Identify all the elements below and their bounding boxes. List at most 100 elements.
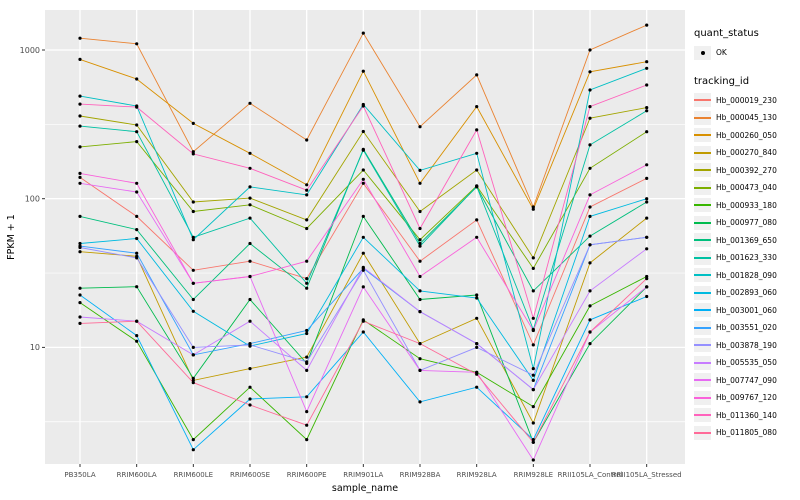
data-point [531,328,535,333]
legend-item-label: Hb_011360_140 [716,410,777,420]
legend-item-list: Hb_000019_230 Hb_000045_130 Hb_000260_050 H… [694,92,798,442]
data-point [135,130,139,134]
data-point [78,57,82,62]
data-point [248,241,252,246]
line-key-icon [694,268,711,283]
data-point [78,145,82,149]
data-point [418,259,422,263]
data-point [135,105,139,109]
data-point [248,319,252,323]
data-point [531,367,535,371]
data-point [361,168,365,172]
data-point [191,353,195,357]
data-point [78,114,82,118]
legend-item-label: Hb_001828_090 [716,270,777,280]
legend-item: Hb_000260_050 [694,127,798,145]
line-key-icon [694,163,711,178]
legend-item: Hb_000019_230 [694,92,798,110]
data-point [418,357,422,361]
data-point [475,105,479,109]
data-point [248,259,252,263]
data-point [645,163,649,167]
data-point [305,277,309,281]
data-point [361,214,365,218]
data-point [475,372,479,376]
data-point [588,193,592,197]
legend-item-label: OK [716,48,727,58]
y-tick-label: 1000 [20,46,40,55]
data-point [475,168,479,172]
data-point [645,60,649,64]
data-point [588,330,592,334]
legend-item-label: Hb_002893_060 [716,288,777,298]
data-point [588,105,592,109]
data-point [645,176,649,180]
y-axis-title: FPKM + 1 [6,214,17,260]
data-point [645,197,649,201]
data-point [418,168,422,172]
data-point [531,207,535,211]
x-tick-label: RRIM600LE [174,471,214,479]
data-point [248,274,252,279]
data-point [135,256,139,260]
x-axis-title: sample_name [332,483,398,494]
data-point [78,102,82,106]
line-key-icon [694,373,711,388]
data-point [248,367,252,371]
legend-item: Hb_005535_050 [694,354,798,372]
data-point [418,238,422,242]
x-tick-label: PB350LA [64,471,95,479]
data-point [418,241,422,246]
data-point [78,124,82,128]
legend-title-tracking-id: tracking_id [694,75,750,87]
data-point [588,116,592,120]
data-point [248,397,252,401]
line-key-icon [694,320,711,335]
data-point [248,196,252,200]
data-point [531,458,535,462]
data-point [645,285,649,289]
legend-item: Hb_003878_190 [694,337,798,355]
data-point [191,281,195,285]
data-point [361,268,365,272]
legend-item-label: Hb_003551_020 [716,323,777,333]
legend-item: Hb_003001_060 [694,302,798,320]
legend-item: Hb_011805_080 [694,424,798,442]
data-point [531,373,535,377]
legend-item-quant-ok: OK [694,44,798,62]
x-tick-label: RRIM901LA [343,471,383,479]
data-point [475,73,479,77]
data-point [475,296,479,300]
data-point [588,205,592,209]
data-point [248,151,252,155]
data-point [248,203,252,207]
legend-item-label: Hb_000019_230 [716,95,777,105]
data-point [418,209,422,214]
data-point [531,405,535,409]
legend-item-label: Hb_000933_180 [716,200,777,210]
data-point [305,193,309,197]
data-point [305,355,309,359]
legend-item-label: Hb_007747_090 [716,375,777,385]
data-point [418,297,422,302]
data-point [78,241,82,246]
data-point [135,181,139,185]
data-point [588,304,592,308]
data-point [191,150,195,154]
data-point [305,188,309,192]
legend-item: Hb_003551_020 [694,319,798,337]
data-point [135,228,139,232]
data-point [305,281,309,285]
legend-item-label: Hb_000473_040 [716,183,777,193]
data-point [305,438,309,442]
data-point [361,104,365,108]
data-point [588,143,592,147]
data-point [475,235,479,239]
data-point [361,177,365,181]
data-point [588,48,592,52]
data-point [248,166,252,170]
legend-item: Hb_011360_140 [694,407,798,425]
data-point [418,181,422,185]
data-point [475,316,479,320]
